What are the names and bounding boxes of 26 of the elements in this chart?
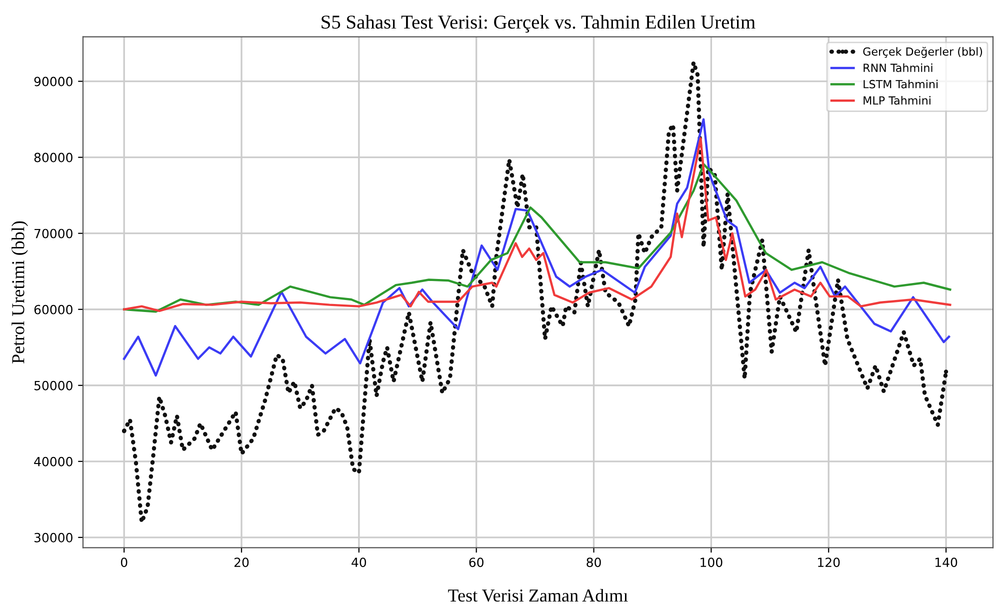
y-axis-title: Petrol Uretimi (bbl) xyxy=(12,221,28,364)
line-series xyxy=(122,137,952,312)
line-series xyxy=(122,118,950,377)
y-tick-label: 90000 xyxy=(34,76,72,86)
x-axis-title: Test Verisi Zaman Adımı xyxy=(448,588,628,602)
line-series xyxy=(122,60,948,524)
legend-label: Gerçek Değerler (bbl) xyxy=(863,46,982,58)
chart-title: S5 Sahası Test Verisi: Gerçek vs. Tahmin Edilen Uretim xyxy=(322,15,756,33)
line-series xyxy=(122,163,952,313)
x-tick-label: 20 xyxy=(234,558,249,568)
y-tick-label: 60000 xyxy=(34,304,72,314)
y-tick-label: 30000 xyxy=(34,532,72,542)
x-tick-label: 0 xyxy=(120,558,128,568)
y-tick-label: 70000 xyxy=(34,228,72,238)
legend-label: LSTM Tahmini xyxy=(864,80,938,88)
y-tick-label: 80000 xyxy=(34,152,72,162)
legend-label: RNN Tahmini xyxy=(864,63,932,72)
legend-label: MLP Tahmini xyxy=(864,96,930,105)
y-tick-label: 50000 xyxy=(34,380,72,390)
x-tick-label: 120 xyxy=(818,558,840,568)
y-tick-label: 40000 xyxy=(34,456,72,466)
x-tick-label: 100 xyxy=(700,558,722,568)
x-tick-label: 140 xyxy=(935,558,958,568)
x-tick-label: 40 xyxy=(352,558,366,568)
x-tick-label: 60 xyxy=(469,558,484,568)
x-tick-label: 80 xyxy=(586,558,601,568)
